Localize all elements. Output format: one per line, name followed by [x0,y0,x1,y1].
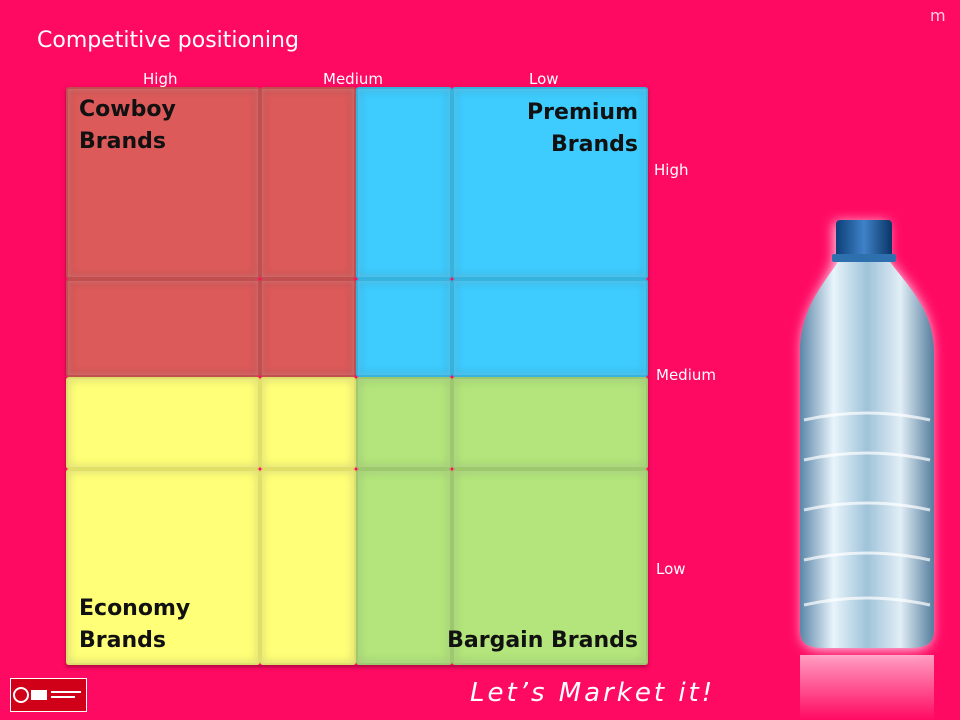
positioning-matrix: Cowboy Brands Premium Brands Economy Bra… [66,87,648,665]
grid-cell [260,279,356,377]
quadrant-bargain-brands: Bargain Brands [356,377,648,665]
slide-title: Competitive positioning [37,28,299,53]
quadrant-label-premium: Premium Brands [527,100,638,157]
water-bottle-image [800,220,934,720]
grid-cell [66,279,260,377]
company-logo [10,678,87,712]
corner-mark: m [930,6,946,25]
top-label-high: High [143,70,178,88]
quadrant-cowboy-brands: Cowboy Brands [66,87,356,377]
quadrant-label-economy: Economy Brands [79,596,191,653]
grid-cell [356,469,452,665]
grid-cell [452,469,648,665]
tagline: Let’s Market it! [470,678,716,708]
right-label-high: High [654,161,689,179]
grid-cell [452,377,648,469]
quadrant-economy-brands: Economy Brands [66,377,356,665]
grid-cell [260,377,356,469]
grid-cell [356,377,452,469]
grid-cell [66,469,260,665]
top-label-medium: Medium [323,70,383,88]
grid-cell [260,87,356,279]
grid-cell [260,469,356,665]
quadrant-label-bargain: Bargain Brands [447,628,638,653]
grid-cell [66,377,260,469]
grid-cell [356,87,452,279]
quadrant-premium-brands: Premium Brands [356,87,648,377]
top-label-low: Low [529,70,559,88]
quadrant-label-cowboy: Cowboy Brands [79,97,176,154]
right-label-medium: Medium [656,366,716,384]
right-label-low: Low [656,560,686,578]
grid-cell [356,279,452,377]
grid-cell [452,279,648,377]
grid-cell [66,87,260,279]
grid-cell [452,87,648,279]
